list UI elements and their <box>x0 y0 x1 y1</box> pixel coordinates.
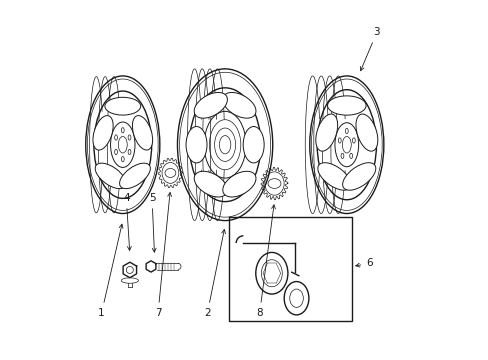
Text: 2: 2 <box>203 229 225 318</box>
Text: 7: 7 <box>154 193 171 318</box>
Ellipse shape <box>132 116 152 150</box>
Bar <box>228 217 351 321</box>
Ellipse shape <box>105 97 141 115</box>
Ellipse shape <box>93 116 113 150</box>
Ellipse shape <box>120 163 150 189</box>
Ellipse shape <box>315 114 337 151</box>
Ellipse shape <box>243 126 264 163</box>
Text: 1: 1 <box>98 224 122 318</box>
Text: 8: 8 <box>256 205 275 318</box>
Text: 3: 3 <box>360 27 379 71</box>
Text: 6: 6 <box>355 258 372 269</box>
Text: 5: 5 <box>148 193 156 252</box>
Ellipse shape <box>194 171 227 197</box>
Ellipse shape <box>95 163 126 189</box>
Ellipse shape <box>185 126 206 163</box>
Ellipse shape <box>194 93 227 118</box>
Ellipse shape <box>342 163 375 190</box>
Ellipse shape <box>327 96 366 115</box>
Ellipse shape <box>355 114 377 151</box>
Text: 4: 4 <box>123 193 131 251</box>
Ellipse shape <box>223 171 256 197</box>
Ellipse shape <box>223 93 256 118</box>
Ellipse shape <box>317 163 350 190</box>
